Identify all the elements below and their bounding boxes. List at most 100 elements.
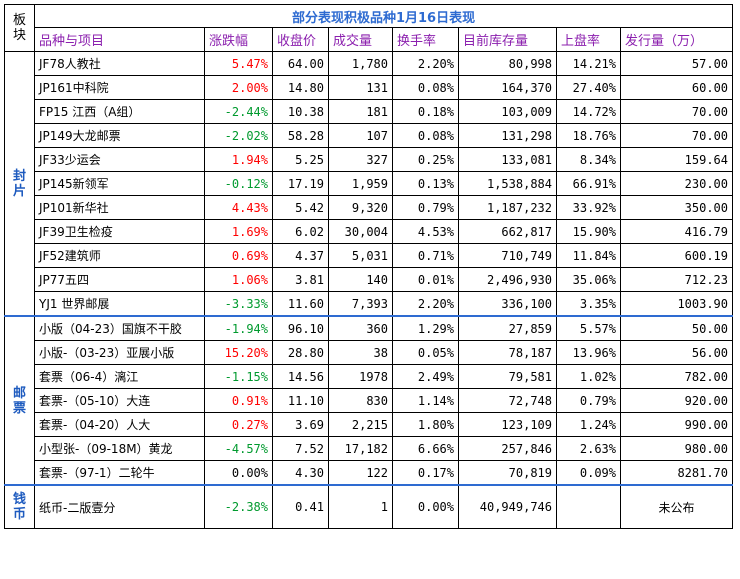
corner-label: 板 块 xyxy=(4,4,35,52)
cell-turnover: 1.29% xyxy=(392,315,459,341)
cell-issue: 990.00 xyxy=(619,412,734,437)
cell-volume: 327 xyxy=(328,147,393,172)
cell-stock: 103,009 xyxy=(458,99,557,124)
cell-name: JF39卫生检疫 xyxy=(34,219,205,244)
table-row: JP149大龙邮票 -2.02% 58.28 107 0.08% 131,298 18.76… xyxy=(5,123,734,148)
cell-up-rate: 0.09% xyxy=(556,460,621,486)
cell-up-rate: 27.40% xyxy=(556,75,621,100)
cell-turnover: 0.00% xyxy=(392,484,459,529)
table-row: 邮票小版（04-23）国旗不干胶 -1.94% 96.10 360 1.29% 27,85… xyxy=(4,315,734,486)
header-name: 品种与项目 xyxy=(34,27,205,52)
table-row: JP77五四 1.06% 3.81 140 0.01% 2,496,930 35.06% 71… xyxy=(5,267,734,292)
cell-name: 小型张-（09-18M）黄龙 xyxy=(34,436,205,461)
cell-close: 3.81 xyxy=(272,267,329,292)
cell-name: YJ1 世界邮展 xyxy=(34,291,205,317)
cell-issue: 56.00 xyxy=(619,340,734,365)
cell-stock: 40,949,746 xyxy=(458,484,557,529)
cell-volume: 140 xyxy=(328,267,393,292)
cell-change: 0.00% xyxy=(204,460,273,486)
table-row: 小型张-（09-18M）黄龙 -4.57% 7.52 17,182 6.66% 257,8… xyxy=(5,436,734,461)
cell-volume: 830 xyxy=(328,388,393,413)
cell-change: -0.12% xyxy=(204,171,273,196)
cell-stock: 72,748 xyxy=(458,388,557,413)
cell-turnover: 1.80% xyxy=(392,412,459,437)
cell-change: 15.20% xyxy=(204,340,273,365)
cell-change: 1.94% xyxy=(204,147,273,172)
cell-volume: 5,031 xyxy=(328,243,393,268)
cell-name: 套票（06-4）漓江 xyxy=(34,364,205,389)
cell-name: 小版（04-23）国旗不干胶 xyxy=(34,315,205,341)
cell-name: 小版-（03-23）亚展小版 xyxy=(34,340,205,365)
cell-up-rate: 5.57% xyxy=(556,315,621,341)
cell-close: 11.60 xyxy=(272,291,329,317)
cell-turnover: 0.01% xyxy=(392,267,459,292)
corner-char-1: 板 xyxy=(12,13,26,28)
cell-stock: 1,538,884 xyxy=(458,171,557,196)
cell-volume: 38 xyxy=(328,340,393,365)
cell-up-rate: 2.63% xyxy=(556,436,621,461)
cell-name: JP161中科院 xyxy=(34,75,205,100)
stock-table-container: 板 块 部分表现积极品种1月16日表现 品种与项目 涨跌幅 收盘价 成交量 换手… xyxy=(4,4,734,529)
cell-close: 5.25 xyxy=(272,147,329,172)
cell-close: 64.00 xyxy=(272,51,329,76)
cell-volume: 7,393 xyxy=(328,291,393,317)
table-row: FP15 江西（A组） -2.44% 10.38 181 0.18% 103,009 14.… xyxy=(5,99,734,124)
cell-issue: 8281.70 xyxy=(619,460,734,486)
cell-turnover: 0.05% xyxy=(392,340,459,365)
cell-issue: 60.00 xyxy=(619,75,734,100)
cell-turnover: 0.71% xyxy=(392,243,459,268)
table-row: 钱币纸币-二版壹分 -2.38% 0.41 1 0.00% 40,949,746 未公布 xyxy=(4,484,734,529)
header-change: 涨跌幅 xyxy=(204,27,273,52)
header-volume: 成交量 xyxy=(328,27,393,52)
table-title: 部分表现积极品种1月16日表现 xyxy=(33,4,734,28)
cell-stock: 164,370 xyxy=(458,75,557,100)
cell-up-rate: 11.84% xyxy=(556,243,621,268)
cell-issue: 57.00 xyxy=(619,51,734,76)
cell-name: JF52建筑师 xyxy=(34,243,205,268)
cell-up-rate: 13.96% xyxy=(556,340,621,365)
header-close: 收盘价 xyxy=(272,27,329,52)
cell-close: 28.80 xyxy=(272,340,329,365)
cell-close: 58.28 xyxy=(272,123,329,148)
cell-issue: 920.00 xyxy=(619,388,734,413)
table-row: JF39卫生检疫 1.69% 6.02 30,004 4.53% 662,817 15.90… xyxy=(5,219,734,244)
cell-volume: 17,182 xyxy=(328,436,393,461)
cell-close: 0.41 xyxy=(272,484,329,529)
table-row: YJ1 世界邮展 -3.33% 11.60 7,393 2.20% 336,100 3.35… xyxy=(5,291,734,317)
cell-volume: 9,320 xyxy=(328,195,393,220)
section-label: 钱币 xyxy=(4,484,35,529)
cell-issue: 782.00 xyxy=(619,364,734,389)
table-row: 封片 JF78人教社 5.47% 64.00 1,780 2.20% 80,998 14.21… xyxy=(4,51,734,317)
cell-up-rate: 0.79% xyxy=(556,388,621,413)
cell-turnover: 0.18% xyxy=(392,99,459,124)
cell-stock: 27,859 xyxy=(458,315,557,341)
cell-change: -1.94% xyxy=(204,315,273,341)
cell-stock: 80,998 xyxy=(458,51,557,76)
cell-volume: 1 xyxy=(328,484,393,529)
cell-turnover: 2.49% xyxy=(392,364,459,389)
cell-up-rate: 14.72% xyxy=(556,99,621,124)
cell-change: 2.00% xyxy=(204,75,273,100)
cell-name: 纸币-二版壹分 xyxy=(34,484,205,529)
table-row: JF52建筑师 0.69% 4.37 5,031 0.71% 710,749 11.84% 6… xyxy=(5,243,734,268)
cell-issue: 70.00 xyxy=(619,99,734,124)
header-issue: 发行量（万） xyxy=(619,27,734,52)
cell-volume: 1,959 xyxy=(328,171,393,196)
cell-volume: 1978 xyxy=(328,364,393,389)
cell-up-rate: 1.02% xyxy=(556,364,621,389)
cell-up-rate: 1.24% xyxy=(556,412,621,437)
cell-up-rate: 66.91% xyxy=(556,171,621,196)
cell-name: 套票-（04-20）人大 xyxy=(34,412,205,437)
cell-close: 14.80 xyxy=(272,75,329,100)
header-row: 品种与项目 涨跌幅 收盘价 成交量 换手率 目前库存量 上盘率 发行量（万） xyxy=(5,27,734,52)
cell-change: 5.47% xyxy=(204,51,273,76)
cell-change: 0.69% xyxy=(204,243,273,268)
cell-issue: 未公布 xyxy=(619,484,734,529)
section-label-char: 封 xyxy=(12,168,26,184)
cell-issue: 980.00 xyxy=(619,436,734,461)
cell-stock: 1,187,232 xyxy=(458,195,557,220)
cell-stock: 662,817 xyxy=(458,219,557,244)
table-row: JP161中科院 2.00% 14.80 131 0.08% 164,370 27.40% 6… xyxy=(5,75,734,100)
cell-close: 17.19 xyxy=(272,171,329,196)
cell-turnover: 0.08% xyxy=(392,75,459,100)
